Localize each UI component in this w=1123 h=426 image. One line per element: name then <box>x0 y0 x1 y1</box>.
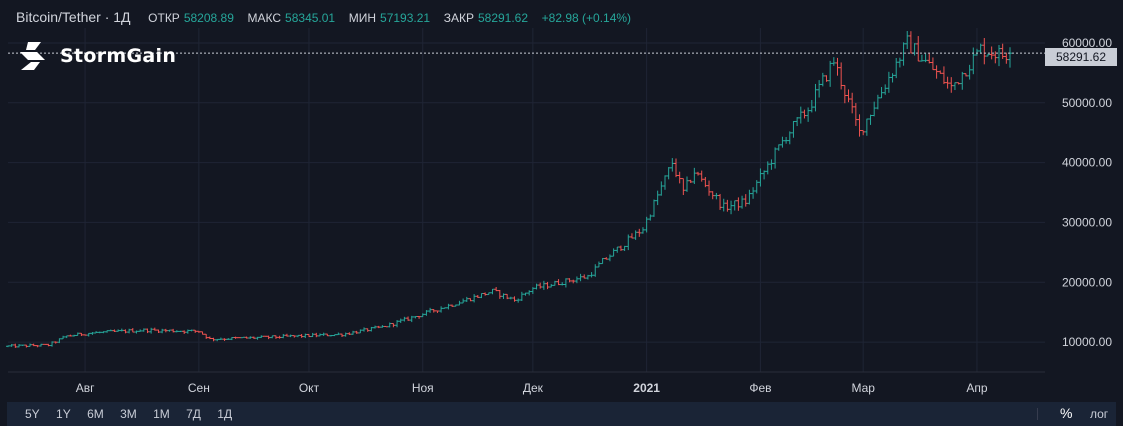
open-label: ОТКР <box>148 11 180 25</box>
range-1m[interactable]: 1M <box>153 407 170 421</box>
ohlc-legend: Bitcoin/Tether · 1Д ОТКР 58208.89 МАКС 583… <box>16 9 641 25</box>
bottom-toolbar: 5Y 1Y 6M 3M 1M 7Д 1Д % лог <box>7 402 1116 426</box>
ohlc-series <box>6 31 1012 348</box>
range-1y[interactable]: 1Y <box>56 407 71 421</box>
change-value: +82.98 (+0.14%) <box>541 11 632 25</box>
range-1d[interactable]: 1Д <box>217 407 233 421</box>
close-value: 58291.62 <box>477 11 529 25</box>
last-price-label: 58291.62 <box>1056 50 1106 64</box>
x-tick-label: Апр <box>966 381 988 395</box>
toolbar-divider <box>1037 408 1038 420</box>
log-scale-toggle[interactable]: лог <box>1090 407 1109 421</box>
x-tick-label: 2021 <box>633 381 660 395</box>
y-tick-label: 50000.00 <box>1062 96 1112 110</box>
chart-background <box>0 0 1123 402</box>
range-6m[interactable]: 6M <box>87 407 104 421</box>
high-value: 58345.01 <box>285 11 336 25</box>
time-axis[interactable]: Авг Сен Окт Ноя Дек 2021 Фев Мар Апр <box>76 381 988 395</box>
percent-scale-toggle[interactable]: % <box>1060 405 1073 421</box>
x-tick-label: Авг <box>76 381 95 395</box>
chart-grid <box>8 28 1045 373</box>
price-axis[interactable]: 10000.00 20000.00 30000.00 40000.00 50000.00… <box>1062 36 1112 349</box>
y-tick-label: 40000.00 <box>1062 156 1112 170</box>
x-tick-label: Мар <box>851 381 875 395</box>
x-tick-label: Фев <box>749 381 771 395</box>
y-tick-label: 30000.00 <box>1062 215 1112 229</box>
symbol-title[interactable]: Bitcoin/Tether · 1Д <box>16 9 131 25</box>
low-label: МИН <box>348 11 377 25</box>
logo-text: StormGain <box>60 45 177 67</box>
range-7d[interactable]: 7Д <box>186 407 201 421</box>
x-tick-label: Сен <box>188 381 210 395</box>
open-value: 58208.89 <box>183 11 234 25</box>
range-selector: 5Y 1Y 6M 3M 1M 7Д 1Д <box>25 407 245 421</box>
y-tick-label: 60000.00 <box>1062 36 1112 50</box>
x-tick-label: Ноя <box>412 381 434 395</box>
y-tick-label: 20000.00 <box>1062 275 1112 289</box>
close-label: ЗАКР <box>443 11 474 25</box>
price-chart[interactable]: 10000.00 20000.00 30000.00 40000.00 50000.00… <box>0 0 1123 402</box>
low-value: 57193.21 <box>380 11 431 25</box>
range-5y[interactable]: 5Y <box>25 407 40 421</box>
y-tick-label: 10000.00 <box>1062 335 1112 349</box>
x-tick-label: Окт <box>299 381 320 395</box>
x-tick-label: Дек <box>523 381 544 395</box>
stormgain-logo-icon <box>20 42 45 70</box>
last-price-label-bg <box>1045 48 1117 66</box>
high-label: МАКС <box>247 11 282 25</box>
stormgain-logo: StormGain <box>18 41 176 71</box>
range-3m[interactable]: 3M <box>120 407 137 421</box>
